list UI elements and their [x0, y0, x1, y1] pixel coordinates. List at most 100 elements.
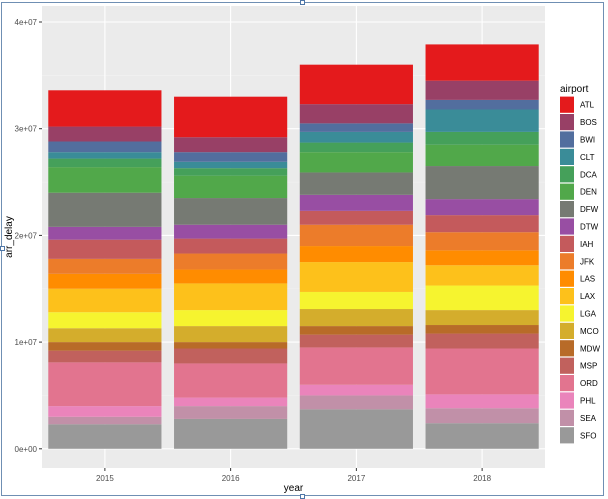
legend-label-den: DEN [580, 188, 597, 197]
legend-label-bwi: BWI [580, 136, 595, 145]
bar-segment-clt-2018 [425, 109, 539, 132]
legend-key-lax [560, 288, 574, 305]
legend-label-bos: BOS [580, 118, 597, 127]
legend-key-bos [560, 114, 574, 131]
bar-segment-den-2017 [299, 152, 413, 173]
bar-segment-sfo-2016 [174, 418, 288, 449]
bar-segment-phl-2018 [425, 394, 539, 409]
bar-segment-sea-2017 [299, 395, 413, 410]
bar-segment-lax-2015 [48, 288, 162, 313]
bar-segment-msp-2016 [174, 348, 288, 364]
bar-segment-iah-2018 [425, 215, 539, 233]
bar-segment-jfk-2016 [174, 253, 288, 270]
bar-segment-atl-2018 [425, 44, 539, 81]
bar-segment-den-2015 [48, 167, 162, 193]
bar-segment-lax-2017 [299, 262, 413, 292]
legend-label-las: LAS [580, 275, 595, 284]
legend-key-las [560, 270, 574, 287]
bar-segment-dca-2017 [299, 142, 413, 153]
bar-segment-mdw-2015 [48, 342, 162, 351]
legend-label-ord: ORD [580, 379, 598, 388]
bar-segment-lax-2016 [174, 283, 288, 311]
legend-key-mco [560, 322, 574, 339]
bar-segment-dfw-2017 [299, 172, 413, 195]
bar-segment-phl-2017 [299, 384, 413, 396]
bar-segment-ord-2016 [174, 363, 288, 398]
legend: airport ATL BOS BWI CLT DCA DEN DFW DTW IAH JFK LA… [560, 84, 600, 444]
bar-segment-bos-2016 [174, 137, 288, 153]
bar-segment-jfk-2015 [48, 258, 162, 274]
bar-segment-bwi-2016 [174, 152, 288, 162]
bar-segment-den-2018 [425, 144, 539, 167]
bar-segment-dca-2018 [425, 131, 539, 145]
bars [48, 44, 539, 449]
legend-key-den [560, 183, 574, 200]
bar-segment-bwi-2018 [425, 99, 539, 110]
x-axis-title: year [284, 483, 304, 494]
bar-segment-atl-2015 [48, 90, 162, 127]
bar-segment-iah-2017 [299, 210, 413, 225]
bar-segment-las-2018 [425, 250, 539, 266]
bar-segment-bos-2017 [299, 104, 413, 124]
resize-handle-top[interactable] [300, 0, 305, 5]
bar-segment-atl-2017 [299, 64, 413, 105]
bar-segment-ord-2015 [48, 362, 162, 407]
legend-label-dca: DCA [580, 170, 598, 179]
bar-segment-sfo-2017 [299, 409, 413, 449]
bar-segment-clt-2016 [174, 161, 288, 169]
legend-key-sea [560, 409, 574, 426]
y-tick-label: 3e+07 [15, 125, 38, 134]
legend-key-phl [560, 392, 574, 409]
legend-key-sfo [560, 427, 574, 444]
bar-segment-dca-2015 [48, 158, 162, 168]
x-tick-label-2018: 2018 [473, 474, 491, 483]
bar-segment-lga-2018 [425, 285, 539, 311]
bar-segment-las-2016 [174, 269, 288, 284]
bar-segment-lax-2018 [425, 265, 539, 286]
x-tick-label-2015: 2015 [96, 474, 114, 483]
bar-segment-bwi-2015 [48, 141, 162, 153]
x-tick-label-2017: 2017 [347, 474, 365, 483]
bar-segment-lga-2017 [299, 291, 413, 310]
bar-segment-sea-2018 [425, 408, 539, 424]
bar-segment-phl-2016 [174, 397, 288, 407]
bar-segment-clt-2017 [299, 131, 413, 143]
bar-segment-msp-2015 [48, 350, 162, 363]
legend-label-lax: LAX [580, 292, 596, 301]
bar-segment-bos-2018 [425, 80, 539, 100]
legend-label-sfo: SFO [580, 431, 596, 440]
bar-segment-ord-2017 [299, 347, 413, 385]
bar-segment-jfk-2018 [425, 232, 539, 251]
bar-segment-atl-2016 [174, 96, 288, 138]
bar-segment-mco-2016 [174, 326, 288, 343]
bar-segment-dtw-2015 [48, 226, 162, 240]
bar-segment-mco-2018 [425, 310, 539, 326]
bar-segment-sea-2016 [174, 406, 288, 419]
bar-segment-las-2017 [299, 246, 413, 263]
legend-key-msp [560, 357, 574, 374]
legend-key-clt [560, 148, 574, 165]
bar-segment-mdw-2016 [174, 342, 288, 349]
bar-segment-dfw-2015 [48, 192, 162, 227]
bar-segment-msp-2017 [299, 334, 413, 348]
bar-segment-iah-2016 [174, 238, 288, 254]
legend-key-jfk [560, 253, 574, 270]
bar-segment-mco-2017 [299, 309, 413, 327]
legend-key-ord [560, 375, 574, 392]
bar-segment-ord-2018 [425, 348, 539, 395]
y-tick-label: 4e+07 [15, 18, 38, 27]
legend-key-lga [560, 305, 574, 322]
legend-label-mco: MCO [580, 327, 599, 336]
legend-label-jfk: JFK [580, 257, 595, 266]
legend-label-dtw: DTW [580, 223, 599, 232]
bar-segment-dfw-2018 [425, 166, 539, 200]
x-axis: 2015 2016 2017 2018 [96, 468, 492, 483]
bar-segment-bos-2015 [48, 126, 162, 142]
legend-key-dfw [560, 201, 574, 218]
bar-segment-mdw-2018 [425, 325, 539, 334]
y-axis-title: arr_delay [4, 216, 15, 258]
bar-segment-sfo-2015 [48, 424, 162, 449]
legend-label-sea: SEA [580, 414, 597, 423]
resize-handle-left[interactable] [0, 246, 5, 251]
legend-key-bwi [560, 131, 574, 148]
